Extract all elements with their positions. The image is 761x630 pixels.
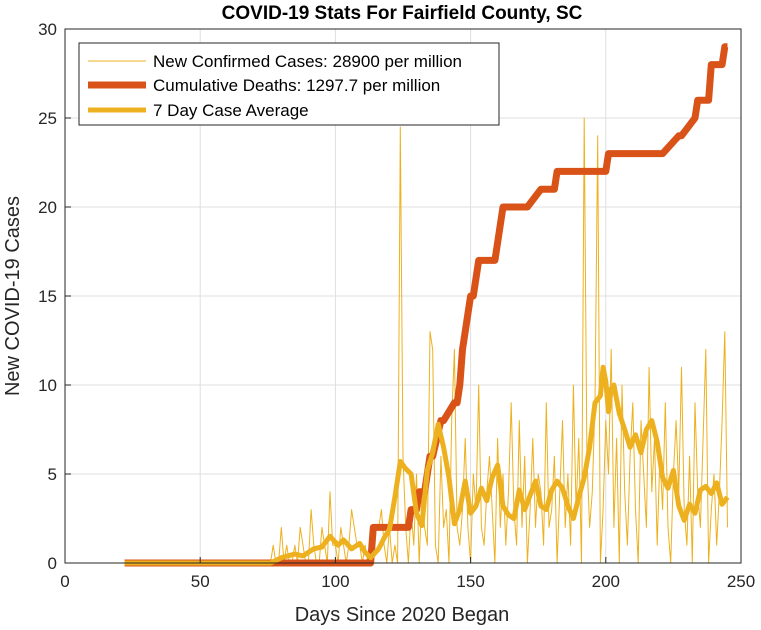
x-tick-label: 200 (592, 572, 620, 591)
series-new-confirmed-cases (124, 117, 728, 564)
legend-label-deaths: Cumulative Deaths: 1297.7 per million (153, 76, 440, 95)
legend-label-7day-average: 7 Day Case Average (153, 101, 309, 120)
x-tick-label: 150 (456, 572, 484, 591)
y-axis-label: New COVID-19 Cases (2, 196, 24, 396)
legend-label-new-cases: New Confirmed Cases: 28900 per million (153, 52, 462, 71)
axis-ticks: 0 50 100 150 200 250 0 5 10 15 20 25 30 (38, 20, 755, 591)
y-tick-label: 25 (38, 109, 57, 128)
y-tick-label: 30 (38, 20, 57, 39)
y-tick-label: 0 (48, 554, 57, 573)
chart-title: COVID-19 Stats For Fairfield County, SC (222, 3, 583, 24)
x-tick-label: 50 (191, 572, 210, 591)
series-layer (124, 43, 730, 567)
y-tick-label: 20 (38, 198, 57, 217)
x-tick-label: 100 (321, 572, 349, 591)
y-tick-label: 10 (38, 376, 57, 395)
y-tick-label: 15 (38, 287, 57, 306)
legend: New Confirmed Cases: 28900 per million C… (78, 42, 500, 126)
legend-box (78, 42, 500, 126)
series-7day-average (124, 364, 730, 566)
x-axis-label: Days Since 2020 Began (295, 604, 510, 626)
y-tick-label: 5 (48, 465, 57, 484)
x-tick-label: 250 (727, 572, 755, 591)
x-tick-label: 0 (60, 572, 69, 591)
